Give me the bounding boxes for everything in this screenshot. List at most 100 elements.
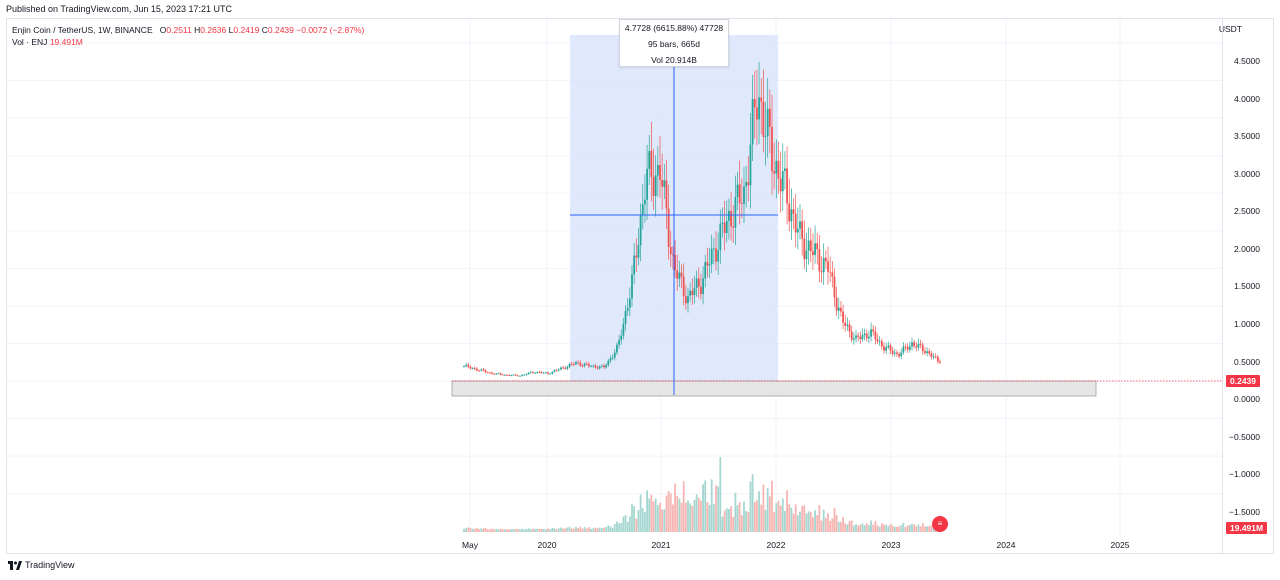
currency-label[interactable]: USDT (1218, 24, 1242, 34)
candle-body (712, 248, 715, 250)
volume-bar (465, 527, 468, 532)
volume-bar (521, 528, 524, 532)
candle-body (786, 168, 788, 204)
candle-body (891, 350, 894, 354)
volume-bar (508, 529, 511, 532)
candle-body (863, 333, 866, 336)
candle-body (652, 176, 655, 196)
candle-body (527, 372, 530, 375)
candle-body (902, 346, 905, 353)
candle-body (807, 240, 810, 251)
volume-bar (880, 523, 883, 532)
volume-bar (659, 502, 661, 532)
volume-bar (766, 488, 769, 532)
volume-label[interactable]: Vol · ENJ (12, 37, 48, 47)
volume-bar (868, 525, 870, 532)
candle-body (519, 375, 521, 377)
candle-body (680, 272, 683, 277)
candle-body (488, 372, 491, 374)
volume-bar (846, 524, 849, 532)
volume-bar (784, 511, 786, 532)
volume-bar (736, 505, 739, 532)
volume-bar (728, 509, 730, 532)
tradingview-logo-icon (8, 560, 22, 570)
volume-bar (512, 529, 515, 532)
volume-bar (760, 504, 763, 532)
candle-body (480, 369, 483, 371)
candle-body (822, 257, 825, 273)
candle-body (934, 356, 937, 358)
candle-body (674, 254, 676, 271)
volume-bar (639, 494, 642, 532)
volume-bar (908, 524, 911, 532)
candle-body (590, 366, 592, 367)
candle-body (631, 274, 633, 299)
candle-body (499, 373, 502, 375)
candle-body (801, 221, 804, 239)
volume-bar (837, 522, 840, 532)
candle-body (497, 373, 500, 375)
price-tick: −1.5000 (1229, 507, 1260, 517)
volume-bar (501, 529, 504, 532)
volume-bar (594, 527, 597, 532)
chart-frame[interactable] (6, 18, 1274, 554)
volume-bar (762, 484, 765, 532)
candle-body (840, 307, 842, 312)
candle-body (728, 210, 730, 221)
candle-body (775, 160, 778, 174)
candle-body (491, 372, 493, 374)
candle-body (542, 372, 545, 374)
candle-body (484, 370, 487, 373)
us-flag-icon[interactable]: ≡ (932, 516, 948, 532)
price-axis[interactable]: 4.5000 4.0000 3.5000 3.0000 2.5000 2.000… (1222, 18, 1274, 554)
brand-name: TradingView (25, 560, 75, 570)
volume-bar (773, 511, 776, 532)
price-range-box[interactable] (451, 380, 1097, 397)
low-label: L (228, 25, 234, 35)
candle-body (486, 372, 489, 374)
volume-bar (693, 499, 696, 532)
volume-bar (495, 528, 498, 532)
candle-body (562, 367, 564, 369)
symbol-name[interactable]: Enjin Coin / TetherUS, 1W, BINANCE (12, 25, 153, 35)
volume-bar (738, 502, 741, 532)
candle-body (908, 346, 911, 350)
volume-bar (790, 507, 793, 532)
candle-body (749, 144, 752, 186)
volume-bar (796, 515, 799, 532)
candle-body (820, 271, 823, 273)
candle-body (805, 250, 808, 260)
candle-body (544, 372, 547, 374)
candle-body (644, 199, 646, 205)
volume-bar (756, 500, 758, 532)
volume-bar (600, 528, 603, 532)
volume-bar (469, 527, 472, 532)
candle-body (510, 375, 513, 376)
open-value: 0.2511 (166, 25, 192, 35)
candle-body (736, 184, 739, 197)
volume-bar (678, 498, 681, 532)
volume-bar (865, 523, 868, 532)
legend-main-row: Enjin Coin / TetherUS, 1W, BINANCE O0.25… (12, 24, 364, 36)
volume-bar (734, 492, 737, 532)
candle-body (885, 347, 888, 351)
tradingview-brand[interactable]: TradingView (8, 560, 75, 570)
candle-body (764, 136, 767, 137)
candle-body (723, 222, 726, 233)
candle-body (812, 251, 814, 255)
candle-body (738, 184, 741, 204)
volume-bar (652, 501, 655, 532)
candle-body (829, 271, 832, 273)
measure-change: 4.7728 (6615.88%) 47728 (624, 23, 724, 33)
volume-bar (801, 506, 804, 532)
volume-bar (710, 479, 713, 532)
candle-body (745, 182, 748, 187)
volume-bar (779, 505, 782, 532)
candle-body (516, 375, 519, 377)
candle-body (932, 356, 935, 358)
candle-body (756, 107, 758, 120)
volume-bar (478, 529, 480, 532)
candle-body (626, 307, 629, 311)
volume-bar (919, 526, 922, 532)
